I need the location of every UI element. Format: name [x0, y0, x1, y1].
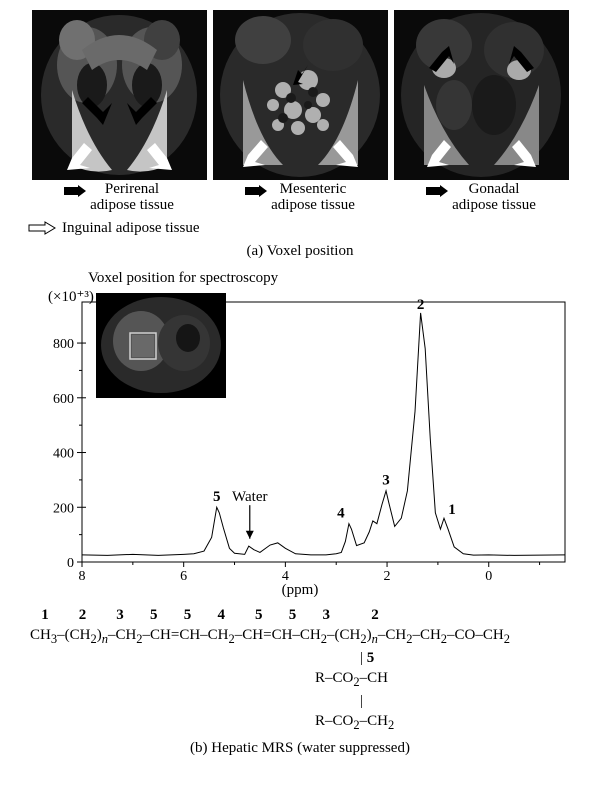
svg-text:2: 2 [384, 569, 391, 584]
mri-row: Perirenal adipose tissue [10, 10, 590, 214]
panel-a: Perirenal adipose tissue [10, 10, 590, 260]
mri-mesenteric: Mesenteric adipose tissue [213, 10, 388, 214]
solid-arrow-icon [245, 185, 267, 197]
inset-mri [96, 293, 226, 398]
svg-text:400: 400 [53, 446, 74, 461]
panel-b-caption: (b) Hepatic MRS (water suppressed) [10, 740, 590, 757]
svg-text:6: 6 [180, 569, 187, 584]
svg-text:8: 8 [79, 569, 86, 584]
svg-text:Water: Water [232, 489, 267, 505]
formula: 1 2 3 5 5 4 5 5 3 2 CH3–(CH2)n–CH2–CH=CH… [30, 605, 590, 734]
svg-text:600: 600 [53, 391, 74, 406]
panel-b: Voxel position for spectroscopy (×10⁺³) … [10, 270, 590, 757]
solid-arrow-icon [64, 185, 86, 197]
panel-a-caption: (a) Voxel position [10, 243, 590, 260]
mri-perirenal-img [32, 10, 207, 180]
svg-text:2: 2 [417, 296, 425, 312]
mri-gonadal: Gonadal adipose tissue [394, 10, 569, 214]
mri-gonadal-caption: Gonadal adipose tissue [452, 182, 536, 214]
outline-arrow-icon [28, 221, 56, 235]
solid-arrow-icon [426, 185, 448, 197]
svg-text:800: 800 [53, 337, 74, 352]
spectrum-title: Voxel position for spectroscopy [88, 270, 590, 287]
mri-mesenteric-caption: Mesenteric adipose tissue [271, 182, 355, 214]
x-axis-label: (ppm) [282, 582, 319, 599]
mri-perirenal-caption: Perirenal adipose tissue [90, 182, 174, 214]
spectrum-chart: (×10⁺³) 02004006008008642054321Water (pp… [20, 287, 580, 597]
inguinal-label: Inguinal adipose tissue [62, 220, 199, 237]
inguinal-legend: Inguinal adipose tissue [28, 220, 590, 237]
svg-text:0: 0 [67, 556, 74, 571]
mri-perirenal: Perirenal adipose tissue [32, 10, 207, 214]
svg-text:5: 5 [213, 489, 221, 505]
svg-text:200: 200 [53, 501, 74, 516]
svg-text:0: 0 [485, 569, 492, 584]
svg-text:4: 4 [337, 505, 345, 521]
mri-mesenteric-img [213, 10, 388, 180]
svg-text:3: 3 [382, 472, 390, 488]
mri-gonadal-img [394, 10, 569, 180]
svg-text:1: 1 [448, 502, 456, 518]
